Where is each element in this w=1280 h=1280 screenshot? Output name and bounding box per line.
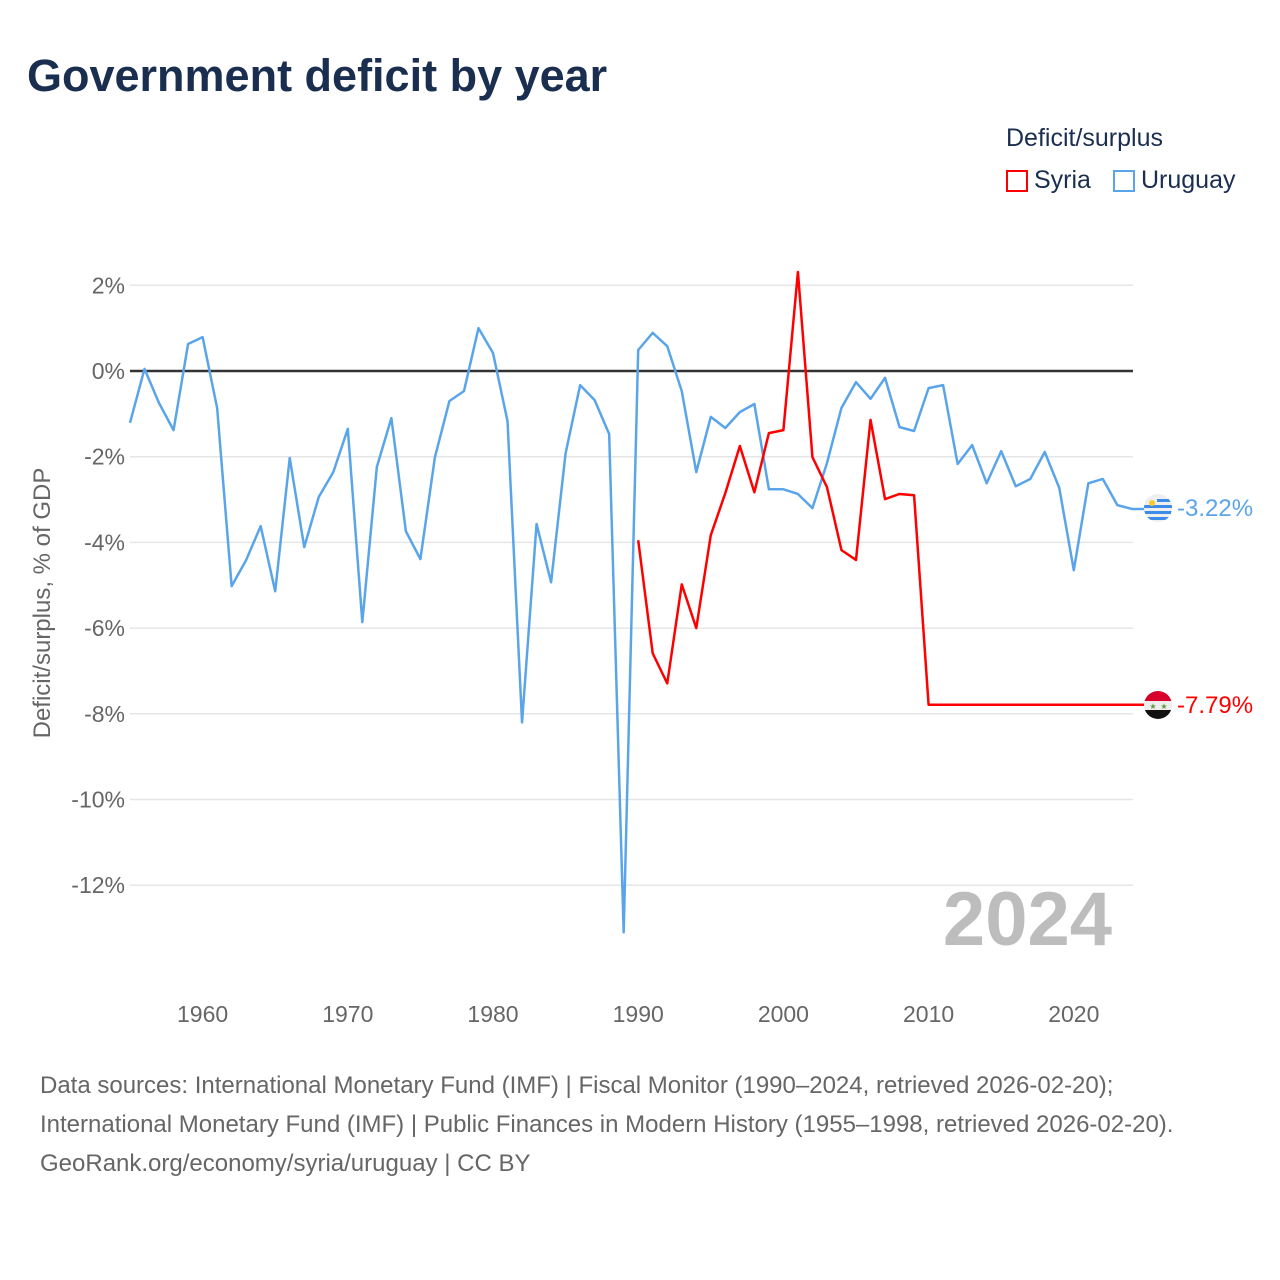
x-tick-label: 1970 [322,1001,373,1027]
y-tick-label: -12% [71,872,125,898]
y-tick-label: -4% [84,529,125,555]
legend-item-uruguay[interactable]: Uruguay [1113,166,1236,195]
y-tick-label: -10% [71,787,125,813]
x-tick-label: 1960 [177,1001,228,1027]
x-tick-label: 2010 [903,1001,954,1027]
svg-text:★: ★ [1160,702,1167,711]
uruguay-flag-icon [1144,494,1172,522]
series-line-syria [636,270,1158,707]
y-tick-label: -6% [84,615,125,641]
legend-title: Deficit/surplus [1006,124,1163,152]
syria-end-label: -7.79% [1177,692,1253,719]
x-tick-label: 2000 [758,1001,809,1027]
legend-swatch-uruguay [1113,169,1135,192]
x-tick-label: 1990 [613,1001,664,1027]
y-tick-label: 2% [92,272,125,298]
svg-text:★: ★ [1149,702,1156,711]
syria-flag-icon: ★ ★ [1144,691,1172,719]
year-label: 2024 [943,877,1112,962]
legend-label: Syria [1034,166,1091,194]
y-tick-label: -2% [84,444,125,470]
legend-item-syria[interactable]: Syria [1006,166,1091,195]
x-tick-label: 2020 [1048,1001,1099,1027]
series-line-uruguay [128,326,1158,934]
footer: Data sources: International Monetary Fun… [40,1066,1240,1183]
y-tick-label: -8% [84,701,125,727]
y-tick-label: 0% [92,358,125,384]
uruguay-end-label: -3.22% [1177,495,1253,522]
data-sources: Data sources: International Monetary Fun… [40,1072,1174,1138]
legend-swatch-syria [1006,169,1028,192]
y-axis-label: Deficit/surplus, % of GDP [29,468,56,739]
x-tick-label: 1980 [467,1001,518,1027]
line-chart: 2% 0% -2% -4% -6% -8% -10% -12% 1960 1970 1980 1990… [29,270,1253,1027]
legend-label: Uruguay [1141,166,1236,194]
chart-title: Government deficit by year [27,50,608,101]
credit-link[interactable]: GeoRank.org/economy/syria/uruguay | CC B… [40,1150,531,1177]
